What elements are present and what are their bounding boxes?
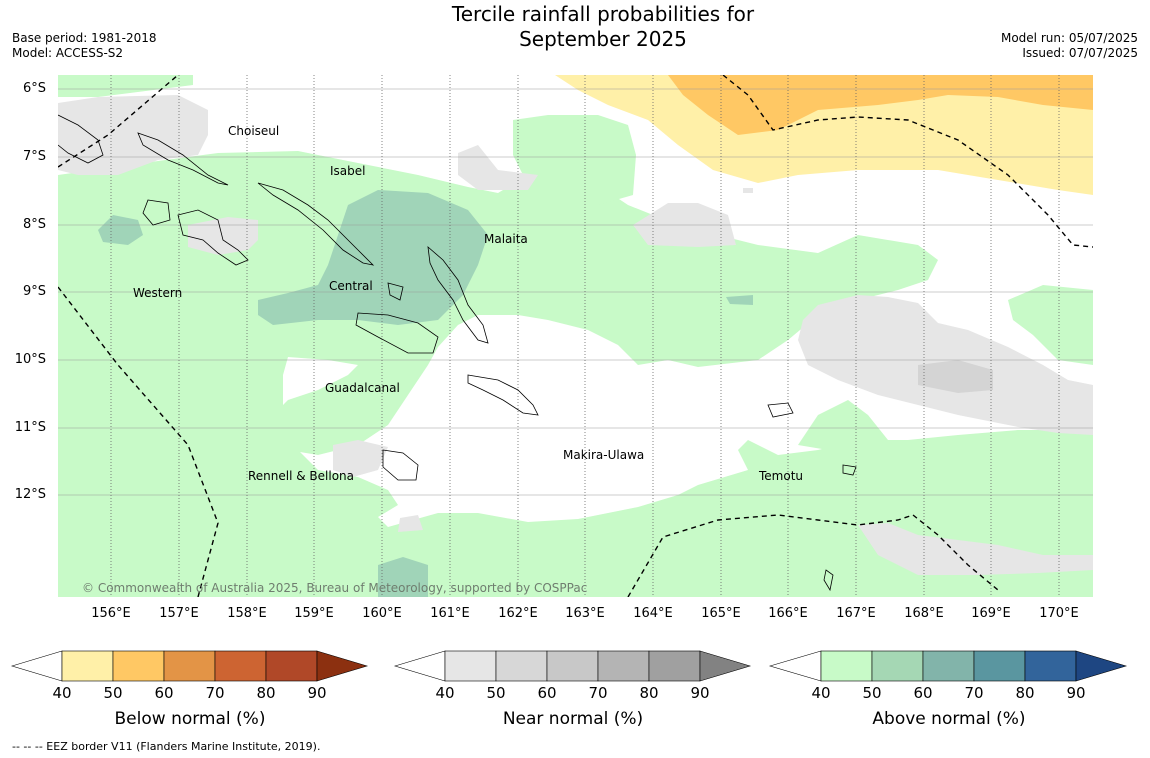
lat-label-8s: 8°S xyxy=(22,217,46,232)
colorbars xyxy=(10,650,1128,682)
above-tick-40: 40 xyxy=(811,684,831,702)
model-name: Model: ACCESS-S2 xyxy=(12,46,124,60)
lat-label-11s: 11°S xyxy=(14,420,46,435)
above-tick-70: 70 xyxy=(964,684,984,702)
below-normal-title: Below normal (%) xyxy=(114,709,266,729)
run-info: Model run: 05/07/2025 Issued: 07/07/2025 xyxy=(1001,31,1138,61)
near-tick-70: 70 xyxy=(588,684,608,702)
lon-label-159e: 159°E xyxy=(294,606,334,621)
region-label-western: Western xyxy=(133,286,183,300)
near-tick-40: 40 xyxy=(435,684,455,702)
region-label-choiseul: Choiseul xyxy=(228,124,280,138)
above-tick-90: 90 xyxy=(1066,684,1086,702)
below-tick-40: 40 xyxy=(52,684,72,702)
title-line-2: September 2025 xyxy=(519,27,687,51)
eez-footnote: -- -- -- EEZ border V11 (Flanders Marine… xyxy=(12,740,321,753)
lon-label-158e: 158°E xyxy=(227,606,267,621)
region-label-central: Central xyxy=(329,279,373,293)
near-tick-50: 50 xyxy=(486,684,506,702)
below-tick-70: 70 xyxy=(205,684,225,702)
region-label-makira-ulawa: Makira-Ulawa xyxy=(563,448,645,462)
island-coastlines xyxy=(58,114,857,592)
lat-label-7s: 7°S xyxy=(22,149,46,164)
lon-label-163e: 163°E xyxy=(565,606,605,621)
lon-label-157e: 157°E xyxy=(159,606,199,621)
map-canvas: Choiseul Isabel Malaita Western Central … xyxy=(58,75,1093,597)
lon-label-165e: 165°E xyxy=(701,606,741,621)
above-normal-50-60-areas xyxy=(98,190,753,597)
lon-label-164e: 164°E xyxy=(633,606,673,621)
lon-label-156e: 156°E xyxy=(91,606,131,621)
model-run: Model run: 05/07/2025 xyxy=(1000,31,1138,45)
lon-label-160e: 160°E xyxy=(362,606,402,621)
lon-label-167e: 167°E xyxy=(836,606,876,621)
above-normal-title: Above normal (%) xyxy=(872,709,1026,729)
below-tick-90: 90 xyxy=(307,684,327,702)
region-label-temotu: Temotu xyxy=(759,469,804,483)
issued-date: Issued: 07/07/2025 xyxy=(1022,46,1138,60)
map-title: Tercile rainfall probabilities for Septe… xyxy=(375,2,831,52)
near-tick-90: 90 xyxy=(690,684,710,702)
below-normal-colorbar xyxy=(10,650,369,682)
base-period: Base period: 1981-2018 xyxy=(12,31,157,45)
latitude-gridlines xyxy=(58,88,1093,496)
lon-label-166e: 166°E xyxy=(768,606,808,621)
region-label-isabel: Isabel xyxy=(330,164,366,178)
lat-label-10s: 10°S xyxy=(14,352,46,367)
near-tick-60: 60 xyxy=(537,684,557,702)
title-line-1: Tercile rainfall probabilities for xyxy=(451,2,755,26)
near-tick-80: 80 xyxy=(639,684,659,702)
lon-label-168e: 168°E xyxy=(904,606,944,621)
lon-label-161e: 161°E xyxy=(430,606,470,621)
lat-label-9s: 9°S xyxy=(22,284,46,299)
near-normal-title: Near normal (%) xyxy=(502,709,644,729)
region-label-guadalcanal: Guadalcanal xyxy=(325,381,400,395)
forecast-map: Choiseul Isabel Malaita Western Central … xyxy=(58,75,1093,597)
near-normal-50-60-areas xyxy=(918,360,993,393)
below-tick-60: 60 xyxy=(154,684,174,702)
copyright-notice: © Commonwealth of Australia 2025, Bureau… xyxy=(82,581,588,595)
lat-label-12s: 12°S xyxy=(14,487,46,502)
lon-label-162e: 162°E xyxy=(498,606,538,621)
lon-label-170e: 170°E xyxy=(1039,606,1079,621)
above-normal-colorbar xyxy=(768,650,1128,682)
model-info: Base period: 1981-2018 Model: ACCESS-S2 xyxy=(12,31,157,61)
above-tick-50: 50 xyxy=(862,684,882,702)
lat-label-6s: 6°S xyxy=(22,81,46,96)
below-normal-50-60-areas xyxy=(668,75,1093,135)
lon-label-169e: 169°E xyxy=(971,606,1011,621)
near-normal-colorbar xyxy=(393,650,752,682)
region-label-rennell-bellona: Rennell & Bellona xyxy=(248,469,355,483)
above-normal-40-50-areas xyxy=(58,75,1093,597)
longitude-gridlines xyxy=(110,75,1060,597)
above-tick-60: 60 xyxy=(913,684,933,702)
below-tick-80: 80 xyxy=(256,684,276,702)
region-label-malaita: Malaita xyxy=(484,232,528,246)
below-tick-50: 50 xyxy=(103,684,123,702)
above-tick-80: 80 xyxy=(1015,684,1035,702)
below-normal-40-50-areas xyxy=(555,75,1093,195)
